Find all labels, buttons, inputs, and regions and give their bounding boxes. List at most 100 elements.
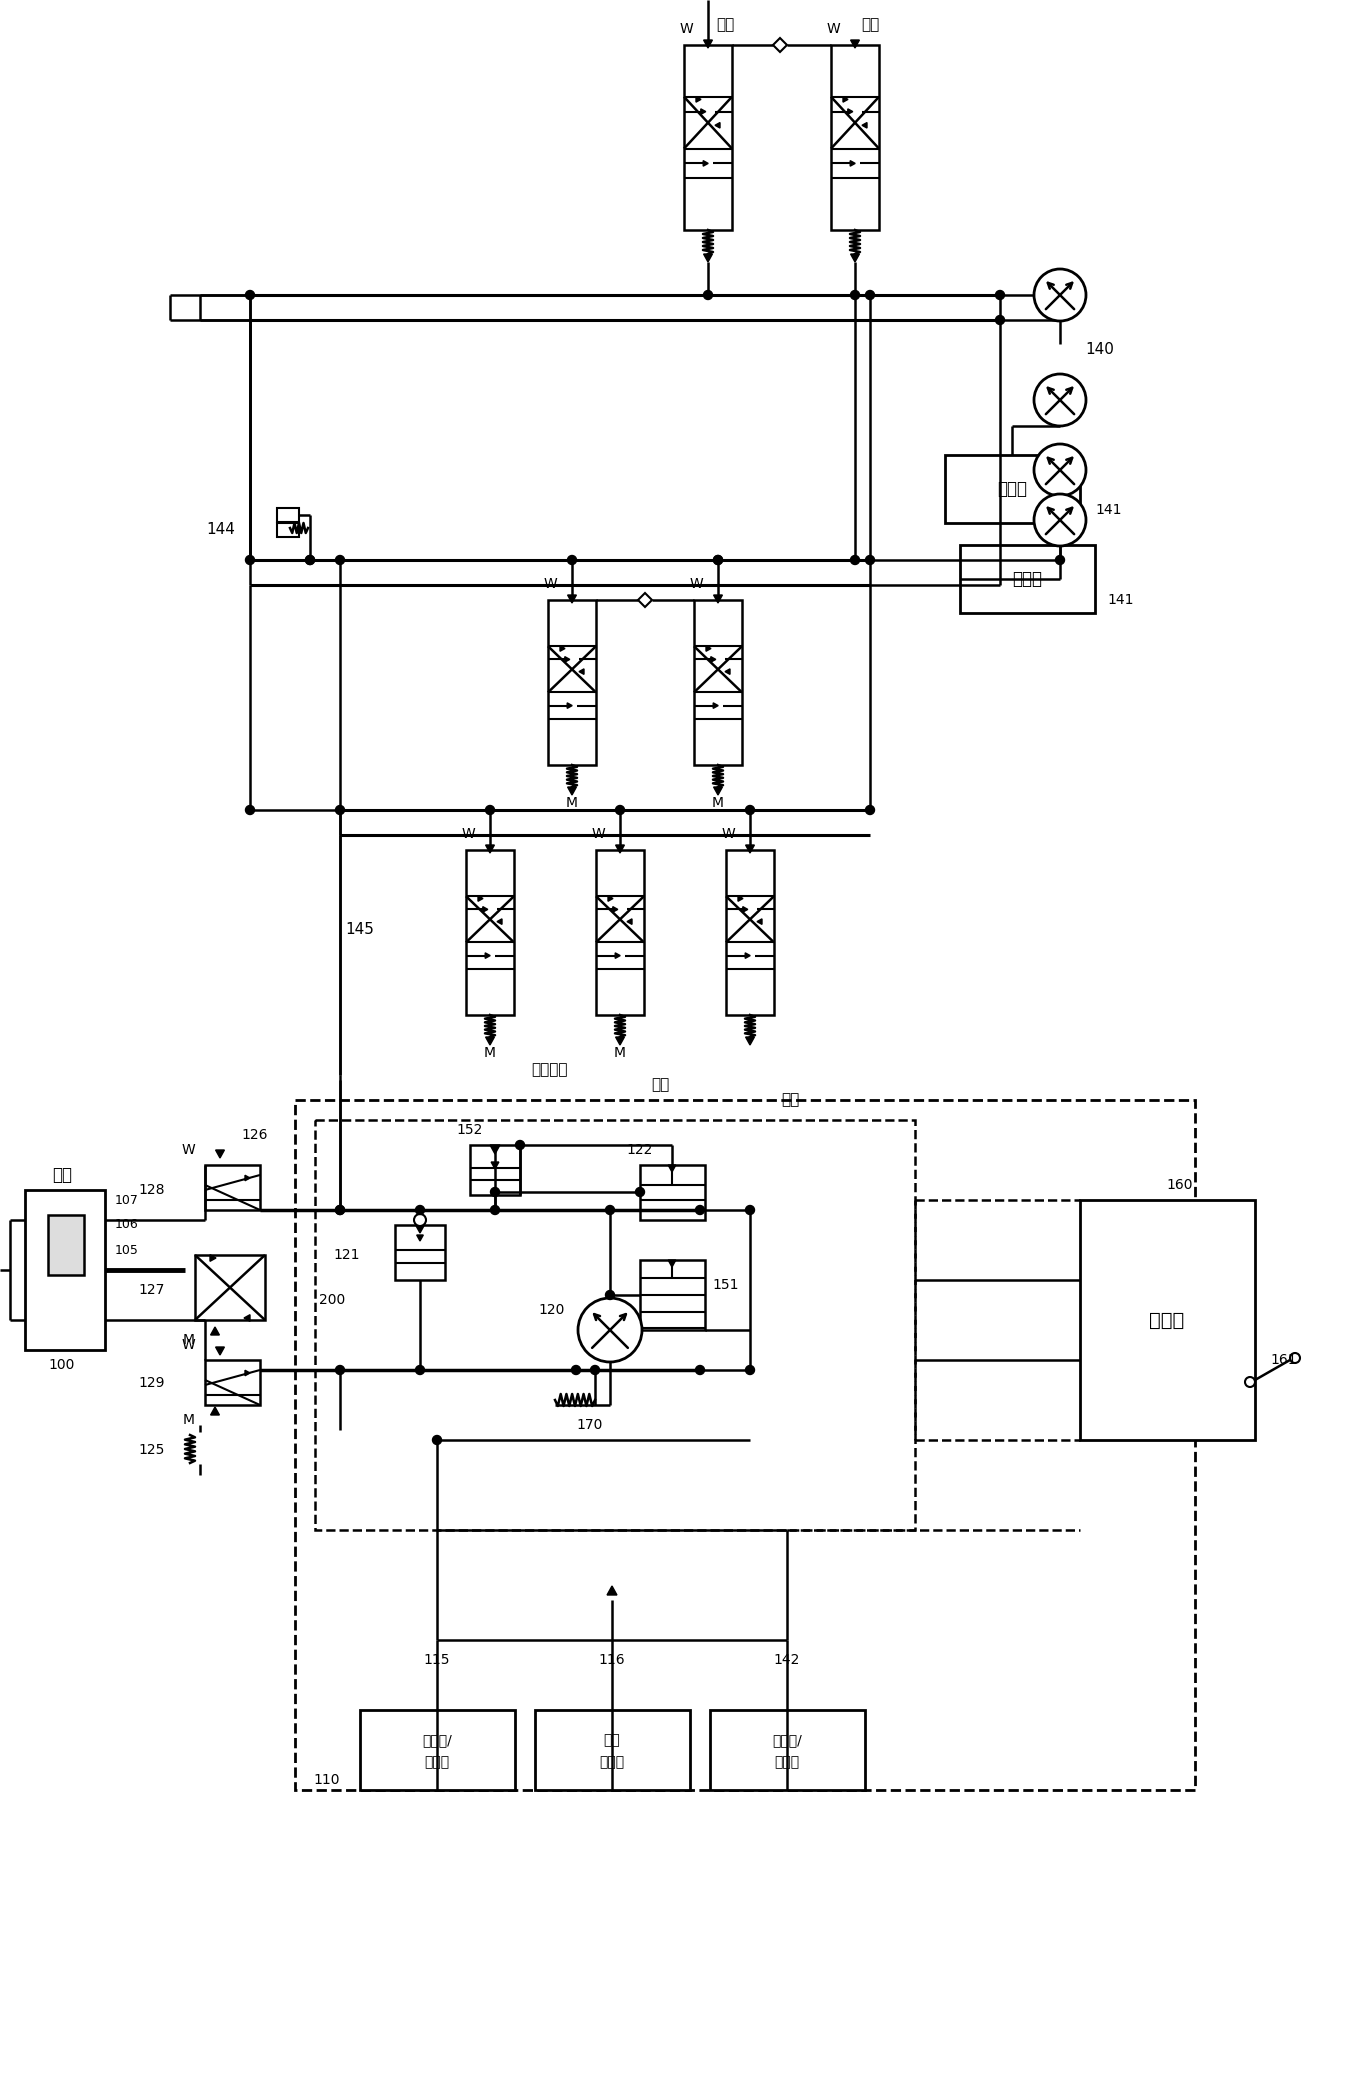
Text: 116: 116 <box>598 1652 626 1667</box>
Circle shape <box>851 290 860 299</box>
Polygon shape <box>483 907 488 913</box>
Polygon shape <box>627 919 632 923</box>
Bar <box>360 1711 515 1790</box>
Text: 128: 128 <box>139 1182 165 1197</box>
Text: 106: 106 <box>114 1218 139 1233</box>
Text: 电马达/: 电马达/ <box>771 1734 801 1746</box>
Polygon shape <box>773 38 786 52</box>
Text: 161: 161 <box>1270 1354 1296 1366</box>
Text: 125: 125 <box>139 1443 165 1456</box>
Text: 120: 120 <box>538 1304 566 1316</box>
Polygon shape <box>567 595 577 604</box>
Circle shape <box>1035 269 1086 322</box>
Text: W: W <box>181 1337 195 1352</box>
Text: 超级: 超级 <box>604 1734 620 1746</box>
Polygon shape <box>746 1036 754 1044</box>
Bar <box>960 545 1094 612</box>
Text: W: W <box>461 827 474 842</box>
Bar <box>48 1216 85 1274</box>
Circle shape <box>571 1366 581 1375</box>
Bar <box>195 1255 264 1320</box>
Text: 发电机: 发电机 <box>424 1755 450 1769</box>
Circle shape <box>335 1205 345 1214</box>
Bar <box>684 46 732 230</box>
Circle shape <box>635 1187 645 1197</box>
Text: M: M <box>613 1047 626 1059</box>
Bar <box>831 46 879 230</box>
Polygon shape <box>244 1314 249 1322</box>
Text: W: W <box>592 827 605 842</box>
Polygon shape <box>560 646 566 652</box>
Text: 动臂: 动臂 <box>52 1166 72 1184</box>
Bar <box>470 1145 521 1195</box>
Text: 170: 170 <box>577 1418 604 1431</box>
Text: 发电机: 发电机 <box>774 1755 800 1769</box>
Text: 152: 152 <box>457 1124 484 1136</box>
Polygon shape <box>215 1151 225 1157</box>
Polygon shape <box>607 1586 617 1596</box>
Text: 发动机: 发动机 <box>1011 570 1041 587</box>
Circle shape <box>746 1366 755 1375</box>
Polygon shape <box>851 40 860 48</box>
Text: 铲斗: 铲斗 <box>652 1078 669 1093</box>
Circle shape <box>1244 1377 1255 1387</box>
Text: W: W <box>181 1143 195 1157</box>
Circle shape <box>245 806 255 815</box>
Circle shape <box>567 556 577 564</box>
Polygon shape <box>491 1161 499 1170</box>
Circle shape <box>335 1205 345 1214</box>
Bar <box>548 600 596 765</box>
Text: M: M <box>484 1047 496 1059</box>
Polygon shape <box>564 656 570 662</box>
Bar <box>277 508 298 522</box>
Bar <box>694 600 741 765</box>
Polygon shape <box>210 1255 215 1262</box>
Polygon shape <box>861 123 867 127</box>
Polygon shape <box>668 1260 676 1268</box>
Circle shape <box>416 1366 424 1375</box>
Text: W: W <box>721 827 735 842</box>
Text: M: M <box>183 1412 195 1427</box>
Bar <box>641 1166 705 1220</box>
Circle shape <box>1035 445 1086 495</box>
Polygon shape <box>485 953 491 959</box>
Polygon shape <box>211 1327 219 1335</box>
Polygon shape <box>245 1370 249 1377</box>
Circle shape <box>491 1205 499 1214</box>
Polygon shape <box>567 788 577 796</box>
Circle shape <box>1035 493 1086 545</box>
Circle shape <box>866 556 875 564</box>
Bar <box>204 1166 260 1210</box>
Polygon shape <box>746 844 754 852</box>
Polygon shape <box>725 668 731 675</box>
Circle shape <box>1289 1354 1300 1362</box>
Text: 发动机: 发动机 <box>996 480 1026 497</box>
Text: W: W <box>542 577 557 591</box>
Text: 电容器: 电容器 <box>600 1755 624 1769</box>
Polygon shape <box>485 1036 495 1044</box>
Circle shape <box>432 1435 442 1443</box>
Polygon shape <box>613 907 617 913</box>
Polygon shape <box>714 788 722 796</box>
Polygon shape <box>756 919 762 923</box>
Text: M: M <box>183 1333 195 1347</box>
Circle shape <box>416 1205 424 1214</box>
Polygon shape <box>215 1347 225 1356</box>
Circle shape <box>335 556 345 564</box>
Circle shape <box>695 1205 705 1214</box>
Circle shape <box>605 1205 615 1214</box>
Polygon shape <box>615 953 620 959</box>
Polygon shape <box>478 896 483 900</box>
Bar <box>395 1224 444 1281</box>
Circle shape <box>713 556 722 564</box>
Text: 129: 129 <box>139 1377 165 1389</box>
Polygon shape <box>701 109 706 115</box>
Circle shape <box>746 806 755 815</box>
Polygon shape <box>491 1145 500 1153</box>
Polygon shape <box>485 844 495 852</box>
Circle shape <box>245 290 255 299</box>
Bar <box>204 1360 260 1406</box>
Circle shape <box>703 290 713 299</box>
Polygon shape <box>848 109 853 115</box>
Circle shape <box>335 1366 345 1375</box>
